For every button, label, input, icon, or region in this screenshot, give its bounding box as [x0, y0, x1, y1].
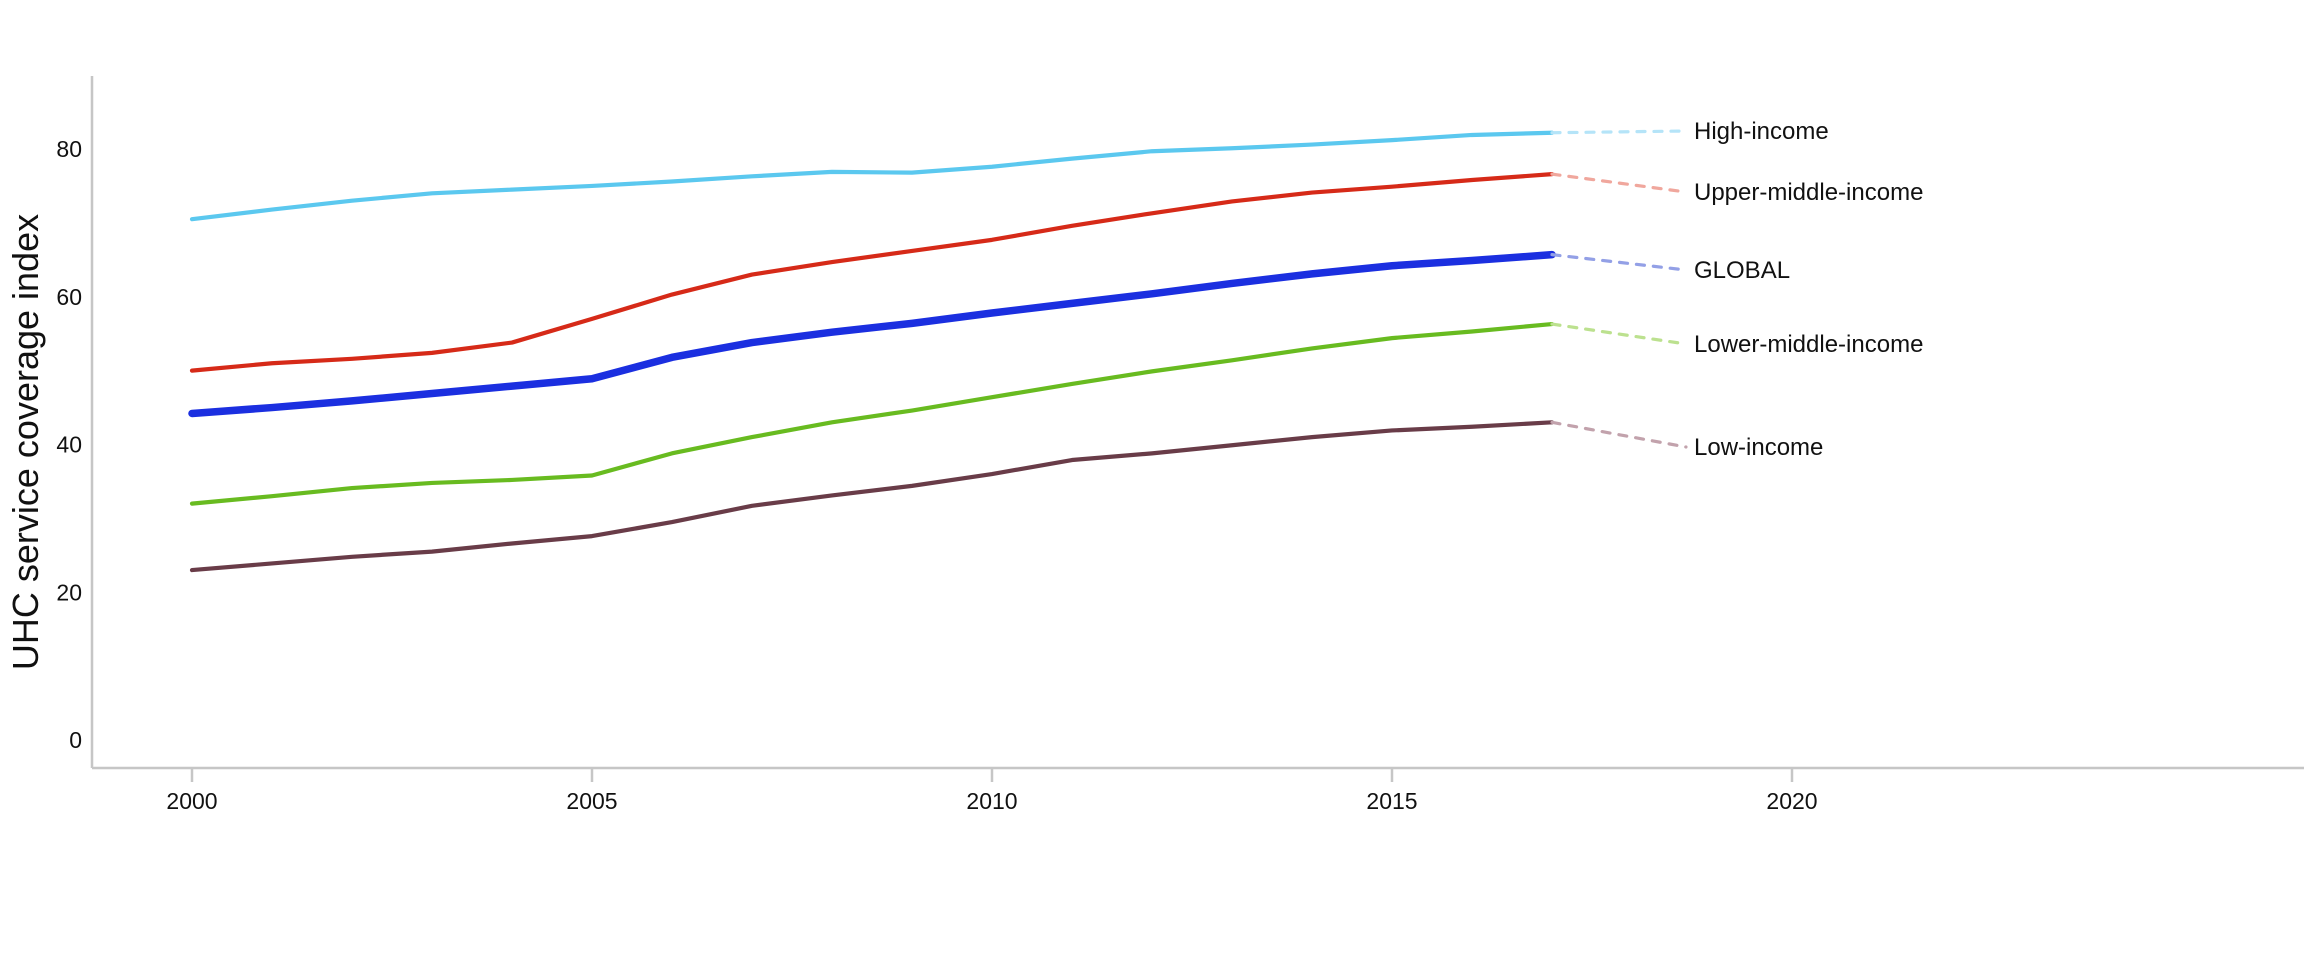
- series-line-low-income: [189, 420, 1555, 573]
- legend-label-lower-middle-income: Lower-middle-income: [1694, 331, 1923, 358]
- legend-leader-lower-middle-income: [1550, 322, 1688, 346]
- y-tick-label-80: 80: [56, 136, 82, 162]
- series-line-upper-middle-income: [189, 172, 1555, 373]
- y-tick-label-20: 20: [56, 579, 82, 605]
- legend-leader-low-income: [1550, 420, 1688, 449]
- legend-leader-global: [1550, 253, 1688, 272]
- y-tick-label-60: 60: [56, 284, 82, 310]
- x-tick-label-2010: 2010: [966, 788, 1017, 814]
- x-tick-label-2020: 2020: [1766, 788, 1817, 814]
- legend-leader-upper-middle-income: [1550, 172, 1688, 194]
- y-tick-label-40: 40: [56, 432, 82, 458]
- series-line-lower-middle-income: [189, 321, 1555, 506]
- series-line-global: [188, 250, 1556, 418]
- y-tick-label-0: 0: [69, 727, 82, 753]
- legend-label-global: GLOBAL: [1694, 257, 1790, 284]
- legend-label-upper-middle-income: Upper-middle-income: [1694, 179, 1923, 206]
- x-tick-label-2000: 2000: [166, 788, 217, 814]
- series-line-high-income: [189, 130, 1555, 222]
- y-axis-title: UHC service coverage index: [5, 214, 46, 670]
- x-tick-label-2005: 2005: [566, 788, 617, 814]
- legend-leader-high-income: [1550, 129, 1688, 135]
- legend-label-high-income: High-income: [1694, 118, 1829, 145]
- x-tick-label-2015: 2015: [1366, 788, 1417, 814]
- legend-label-low-income: Low-income: [1694, 434, 1823, 461]
